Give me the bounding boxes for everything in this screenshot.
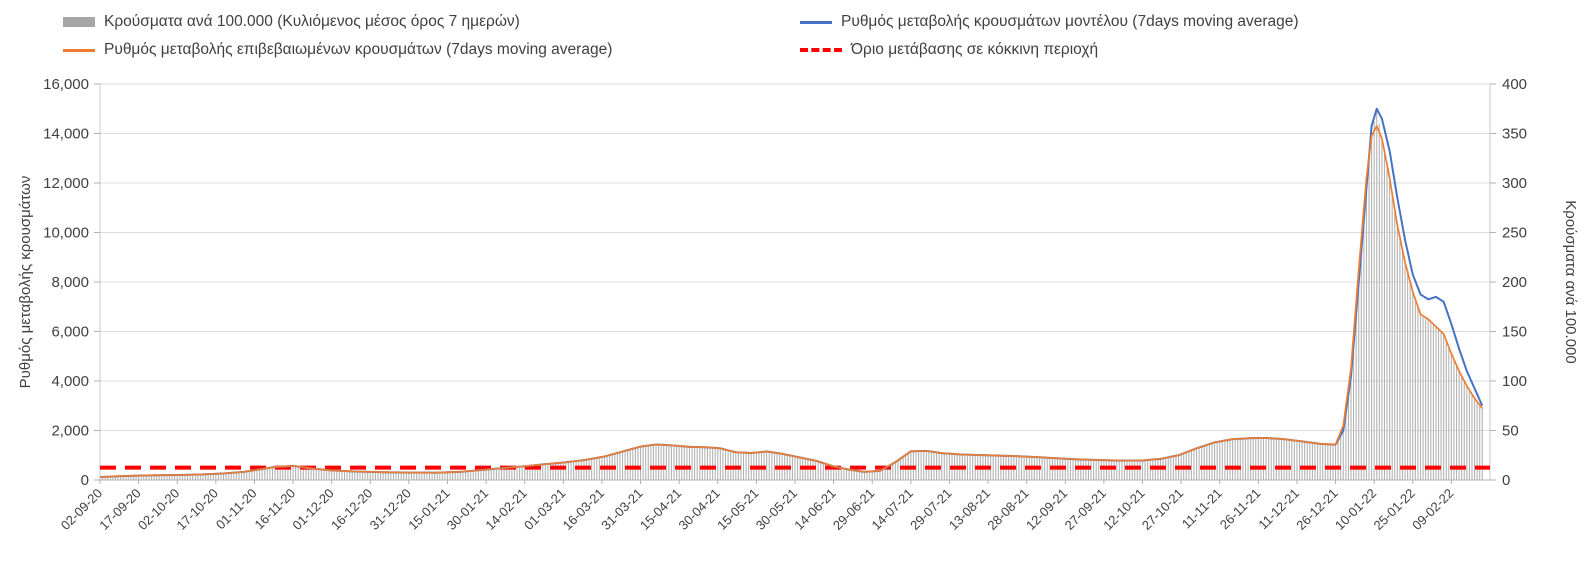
svg-text:16-12-20: 16-12-20 (328, 486, 375, 533)
left-axis-title: Ρυθμός μεταβολής κρουσμάτων (17, 176, 34, 389)
chart-plot-area: 0 2,000 4,000 6,000 8,000 10,000 12,000 14,000 1… (17, 76, 1579, 533)
gridlines (99, 83, 1491, 481)
svg-text:350: 350 (1502, 126, 1527, 143)
legend-item-confirmed-rate: Ρυθμός μεταβολής επιβεβαιωμένων κρουσμάτ… (63, 36, 612, 64)
svg-text:250: 250 (1502, 225, 1527, 242)
svg-text:30-04-21: 30-04-21 (675, 486, 722, 533)
svg-text:27-09-21: 27-09-21 (1062, 486, 1109, 533)
svg-text:300: 300 (1502, 175, 1527, 192)
svg-text:02-09-20: 02-09-20 (58, 486, 105, 533)
svg-text:17-09-20: 17-09-20 (96, 486, 143, 533)
svg-text:30-01-21: 30-01-21 (444, 486, 491, 533)
svg-text:16-03-21: 16-03-21 (560, 486, 607, 533)
bars-series-cases-per-100k (99, 108, 1483, 481)
legend-item-model-rate: Ρυθμός μεταβολής κρουσμάτων μοντέλου (7d… (800, 8, 1299, 36)
svg-text:27-10-21: 27-10-21 (1139, 486, 1186, 533)
svg-text:14-06-21: 14-06-21 (791, 486, 838, 533)
svg-text:2,000: 2,000 (51, 423, 89, 440)
svg-text:100: 100 (1502, 373, 1527, 390)
legend-label-model-rate: Ρυθμός μεταβολής κρουσμάτων μοντέλου (7d… (841, 13, 1299, 30)
red-dashed-legend-marker (800, 48, 842, 52)
svg-text:14,000: 14,000 (43, 126, 89, 143)
gray-bar-legend-marker (63, 17, 95, 27)
svg-text:15-05-21: 15-05-21 (714, 486, 761, 533)
svg-text:01-11-20: 01-11-20 (213, 486, 260, 533)
svg-text:0: 0 (1502, 472, 1510, 489)
svg-text:400: 400 (1502, 76, 1527, 93)
svg-text:50: 50 (1502, 423, 1519, 440)
svg-text:26-11-21: 26-11-21 (1217, 486, 1264, 533)
svg-text:10,000: 10,000 (43, 225, 89, 242)
svg-text:13-08-21: 13-08-21 (946, 486, 993, 533)
svg-text:150: 150 (1502, 324, 1527, 341)
svg-text:200: 200 (1502, 274, 1527, 291)
svg-text:02-10-20: 02-10-20 (135, 486, 182, 533)
svg-text:12-10-21: 12-10-21 (1100, 486, 1147, 533)
svg-text:12-09-21: 12-09-21 (1023, 486, 1070, 533)
svg-text:0: 0 (81, 472, 89, 489)
legend-item-cases-per-100k: Κρούσματα ανά 100.000 (Κυλιόμενος μέσος … (63, 8, 520, 36)
svg-text:14-07-21: 14-07-21 (869, 486, 916, 533)
legend-row-1: Κρούσματα ανά 100.000 (Κυλιόμενος μέσος … (0, 8, 1588, 36)
svg-text:29-07-21: 29-07-21 (907, 486, 954, 533)
svg-text:09-02-22: 09-02-22 (1409, 486, 1456, 533)
blue-line-legend-marker (800, 20, 832, 24)
svg-text:15-01-21: 15-01-21 (405, 486, 452, 533)
legend-item-red-zone-threshold: Όριο μετάβασης σε κόκκινη περιοχή (800, 36, 1098, 64)
svg-text:30-05-21: 30-05-21 (753, 486, 800, 533)
svg-text:6,000: 6,000 (51, 324, 89, 341)
svg-text:10-01-22: 10-01-22 (1332, 486, 1379, 533)
svg-text:26-12-21: 26-12-21 (1293, 486, 1340, 533)
svg-text:01-12-20: 01-12-20 (289, 486, 336, 533)
chart-legend: Κρούσματα ανά 100.000 (Κυλιόμενος μέσος … (0, 0, 1588, 64)
line-series (99, 107, 1484, 479)
svg-text:25-01-22: 25-01-22 (1370, 486, 1417, 533)
svg-text:31-03-21: 31-03-21 (598, 486, 645, 533)
svg-text:11-11-21: 11-11-21 (1179, 486, 1225, 532)
legend-label-red-zone-threshold: Όριο μετάβασης σε κόκκινη περιοχή (851, 41, 1099, 58)
svg-text:8,000: 8,000 (51, 274, 89, 291)
svg-text:29-06-21: 29-06-21 (830, 486, 877, 533)
legend-label-confirmed-rate: Ρυθμός μεταβολής επιβεβαιωμένων κρουσμάτ… (104, 41, 613, 58)
orange-line-legend-marker (63, 48, 95, 52)
svg-text:4,000: 4,000 (51, 373, 89, 390)
svg-text:14-02-21: 14-02-21 (482, 486, 529, 533)
svg-text:31-12-20: 31-12-20 (367, 486, 414, 533)
svg-text:16,000: 16,000 (43, 76, 89, 93)
svg-text:17-10-20: 17-10-20 (174, 486, 221, 533)
svg-text:15-04-21: 15-04-21 (637, 486, 684, 533)
legend-label-cases-per-100k: Κρούσματα ανά 100.000 (Κυλιόμενος μέσος … (104, 13, 520, 30)
right-axis-title: Κρούσματα ανά 100.000 (1562, 200, 1579, 363)
legend-row-2: Ρυθμός μεταβολής επιβεβαιωμένων κρουσμάτ… (0, 36, 1588, 64)
svg-text:12,000: 12,000 (43, 175, 89, 192)
svg-text:01-03-21: 01-03-21 (521, 486, 568, 533)
svg-text:28-08-21: 28-08-21 (984, 486, 1031, 533)
